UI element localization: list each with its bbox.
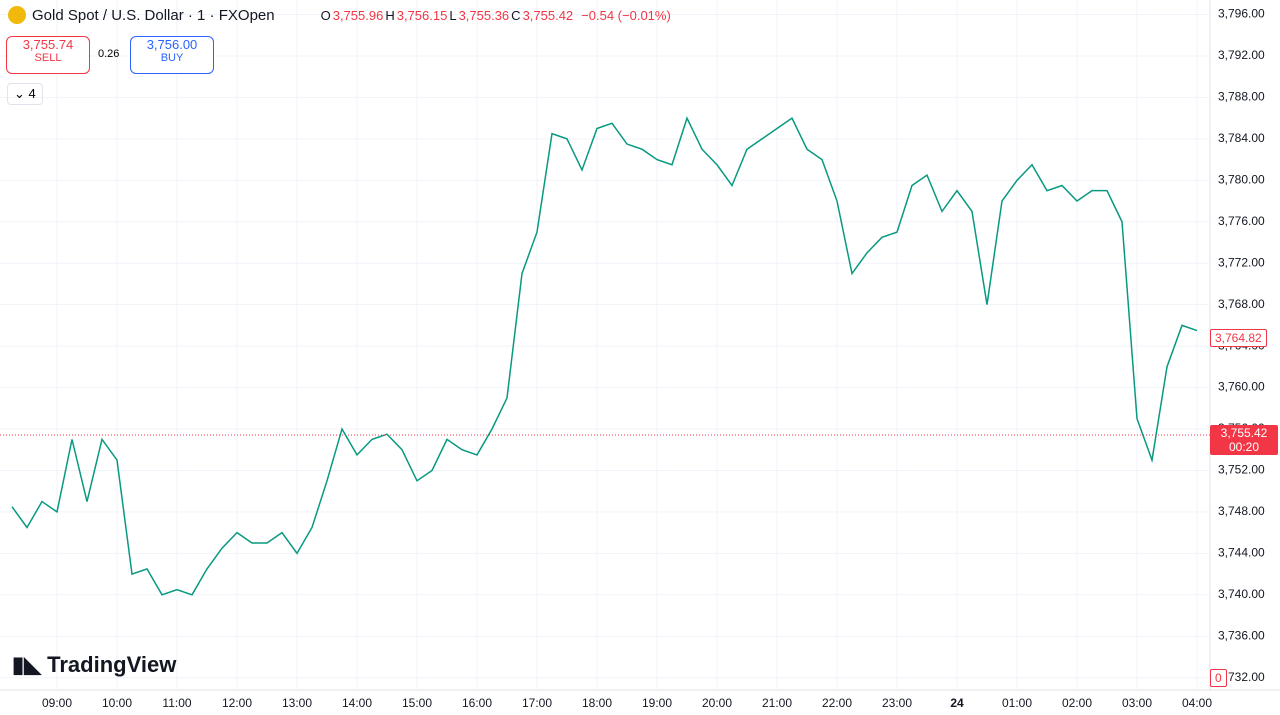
y-tick-label: 3,780.00 [1218, 172, 1265, 186]
o-label: O [320, 7, 331, 23]
l-label: L [449, 7, 457, 23]
last-price-label: 3,755.42 00:20 [1210, 425, 1278, 456]
y-tick-label: 3,788.00 [1218, 90, 1265, 104]
x-tick-label: 19:00 [642, 696, 672, 710]
y-tick-label: 3,744.00 [1218, 546, 1265, 560]
y-tick-label: 3,748.00 [1218, 504, 1265, 518]
x-tick-label: 12:00 [222, 696, 252, 710]
sell-price: 3,755.74 [22, 37, 74, 52]
y-tick-label: 3,772.00 [1218, 255, 1265, 269]
x-tick-label: 04:00 [1182, 696, 1212, 710]
x-tick-label: 03:00 [1122, 696, 1152, 710]
countdown: 00:20 [1228, 440, 1260, 455]
h-label: H [385, 7, 395, 23]
x-tick-label: 14:00 [342, 696, 372, 710]
change: −0.54 (−0.01%) [581, 7, 671, 23]
spread: 0.26 [98, 48, 120, 60]
ohlc: O 3,755.96 H 3,756.15 L 3,755.36 C 3,755.42 … [321, 8, 671, 23]
y-tick-label: 3,792.00 [1218, 48, 1265, 62]
y-tick-label: 3,736.00 [1218, 628, 1265, 642]
x-tick-label: 10:00 [102, 696, 132, 710]
y-tick-label: 3,768.00 [1218, 297, 1265, 311]
buy-label: BUY [160, 52, 184, 64]
x-tick-label: 21:00 [762, 696, 792, 710]
symbol[interactable]: Gold Spot / U.S. Dollar · 1 · FXOpen [32, 6, 275, 24]
x-tick-label: 02:00 [1062, 696, 1092, 710]
y-tick-label: 3,776.00 [1218, 214, 1265, 228]
logo: ▮◣ TradingView [12, 652, 177, 677]
x-tick-label: 24 [950, 696, 964, 710]
x-tick-label: 01:00 [1002, 696, 1032, 710]
open: 3,755.96 [332, 7, 384, 23]
symbol-icon [8, 6, 26, 24]
volume-label: 0 [1210, 669, 1227, 687]
y-tick-label: 3,732.00 [1218, 670, 1265, 684]
high: 3,756.15 [396, 7, 448, 23]
x-tick-label: 09:00 [42, 696, 72, 710]
y-tick-label: 3,760.00 [1218, 380, 1265, 394]
x-tick-label: 18:00 [582, 696, 612, 710]
x-tick-label: 15:00 [402, 696, 432, 710]
x-tick-label: 17:00 [522, 696, 552, 710]
x-tick-label: 16:00 [462, 696, 492, 710]
close: 3,755.42 [522, 7, 574, 23]
y-tick-label: 3,796.00 [1218, 7, 1265, 21]
x-tick-label: 20:00 [702, 696, 732, 710]
sell-label: SELL [34, 52, 62, 64]
buy-price: 3,756.00 [146, 37, 198, 52]
y-tick-label: 3,784.00 [1218, 131, 1265, 145]
c-label: C [511, 7, 521, 23]
logo-text: TradingView [47, 652, 177, 677]
x-tick-label: 13:00 [282, 696, 312, 710]
y-tick-label: 3,740.00 [1218, 587, 1265, 601]
indicator-count: 4 [28, 86, 36, 101]
x-tick-label: 23:00 [882, 696, 912, 710]
header: Gold Spot / U.S. Dollar · 1 · FXOpen O 3,… [8, 6, 671, 24]
y-tick-label: 3,752.00 [1218, 463, 1265, 477]
marker-price: 3,764.82 [1210, 328, 1267, 347]
sell-button[interactable]: 3,755.74 SELL [6, 36, 90, 74]
indicators-toggle[interactable]: ⌄ 4 [7, 83, 43, 105]
last-price: 3,755.42 [1220, 426, 1268, 441]
low: 3,755.36 [458, 7, 510, 23]
x-tick-label: 11:00 [162, 696, 191, 710]
price-line [11, 116, 1198, 596]
buy-button[interactable]: 3,756.00 BUY [130, 36, 214, 74]
x-tick-label: 22:00 [822, 696, 852, 710]
